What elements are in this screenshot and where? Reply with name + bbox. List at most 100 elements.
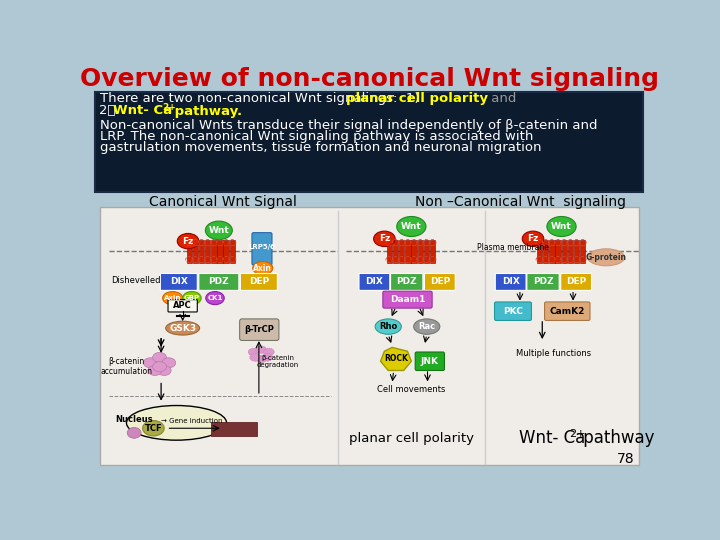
- Ellipse shape: [143, 358, 157, 368]
- Ellipse shape: [248, 348, 259, 356]
- Bar: [211, 240, 217, 262]
- Bar: [537, 240, 542, 262]
- Text: Rac: Rac: [418, 322, 436, 331]
- Ellipse shape: [414, 319, 440, 334]
- Text: 2）: 2）: [99, 105, 116, 118]
- Bar: [387, 240, 392, 262]
- Bar: [217, 240, 222, 262]
- Text: → Gene induction: → Gene induction: [161, 418, 222, 424]
- Text: Nucleus: Nucleus: [115, 415, 153, 423]
- FancyBboxPatch shape: [561, 273, 592, 291]
- FancyBboxPatch shape: [240, 319, 279, 340]
- Ellipse shape: [397, 217, 426, 237]
- Text: CK1: CK1: [207, 295, 222, 301]
- Text: pathway: pathway: [578, 429, 655, 447]
- FancyBboxPatch shape: [95, 92, 643, 192]
- Text: DIX: DIX: [366, 278, 383, 286]
- Text: Wnt- Ca: Wnt- Ca: [113, 105, 173, 118]
- Ellipse shape: [127, 428, 141, 438]
- FancyBboxPatch shape: [161, 273, 197, 291]
- Ellipse shape: [153, 362, 166, 372]
- FancyBboxPatch shape: [544, 302, 590, 320]
- Text: DEP: DEP: [249, 278, 269, 286]
- Bar: [580, 240, 585, 262]
- Text: Plasma membrane: Plasma membrane: [477, 243, 549, 252]
- Bar: [211, 422, 257, 436]
- Ellipse shape: [127, 406, 227, 440]
- Text: GSK3: GSK3: [169, 323, 197, 333]
- FancyBboxPatch shape: [168, 300, 197, 312]
- Text: JNK: JNK: [420, 357, 438, 366]
- Bar: [567, 240, 573, 262]
- Ellipse shape: [163, 292, 183, 305]
- Ellipse shape: [522, 231, 544, 247]
- Text: PDZ: PDZ: [209, 278, 229, 286]
- FancyBboxPatch shape: [99, 207, 639, 465]
- Ellipse shape: [205, 221, 233, 240]
- Ellipse shape: [148, 366, 162, 375]
- Text: Fz: Fz: [527, 234, 539, 244]
- Bar: [186, 240, 192, 262]
- Bar: [543, 240, 549, 262]
- Text: DEP: DEP: [430, 278, 450, 286]
- FancyBboxPatch shape: [359, 273, 390, 291]
- Ellipse shape: [262, 354, 273, 361]
- Ellipse shape: [206, 292, 224, 305]
- FancyBboxPatch shape: [383, 291, 432, 308]
- FancyBboxPatch shape: [527, 273, 559, 291]
- Bar: [399, 240, 405, 262]
- Text: 78: 78: [617, 452, 634, 466]
- FancyBboxPatch shape: [240, 273, 277, 291]
- Ellipse shape: [162, 358, 176, 368]
- Text: Daam1: Daam1: [390, 295, 426, 304]
- Text: G-protein: G-protein: [585, 253, 626, 262]
- Text: Dishevelled: Dishevelled: [111, 276, 161, 285]
- Text: and: and: [487, 92, 516, 105]
- Bar: [193, 240, 198, 262]
- Bar: [549, 240, 554, 262]
- Ellipse shape: [547, 217, 576, 237]
- Text: Axin: Axin: [253, 264, 272, 273]
- Text: Non-canonical Wnts transduce their signal independently of β-catenin and: Non-canonical Wnts transduce their signa…: [99, 119, 597, 132]
- Bar: [430, 240, 435, 262]
- Text: DEP: DEP: [566, 278, 586, 286]
- Text: Wnt: Wnt: [401, 222, 422, 231]
- Text: Wnt: Wnt: [209, 226, 229, 235]
- FancyBboxPatch shape: [199, 273, 239, 291]
- Ellipse shape: [183, 292, 201, 305]
- Ellipse shape: [256, 355, 266, 363]
- FancyBboxPatch shape: [252, 233, 272, 265]
- Text: Overview of non-canonical Wnt signaling: Overview of non-canonical Wnt signaling: [79, 66, 659, 91]
- Ellipse shape: [250, 354, 261, 361]
- Text: DIX: DIX: [502, 278, 520, 286]
- Text: TCF: TCF: [145, 424, 162, 433]
- Bar: [411, 240, 417, 262]
- Bar: [230, 240, 235, 262]
- Text: Fz: Fz: [379, 234, 390, 244]
- Text: GBP: GBP: [184, 295, 200, 301]
- Text: LRP. The non-canonical Wnt signaling pathway is associated with: LRP. The non-canonical Wnt signaling pat…: [99, 130, 533, 143]
- Text: DIX: DIX: [170, 278, 188, 286]
- Ellipse shape: [157, 366, 171, 375]
- Text: planar cell polarity: planar cell polarity: [349, 432, 474, 445]
- Text: Non –Canonical Wnt  signaling: Non –Canonical Wnt signaling: [415, 195, 626, 209]
- Bar: [418, 240, 423, 262]
- Bar: [555, 240, 561, 262]
- Text: Wnt: Wnt: [551, 222, 572, 231]
- Text: PDZ: PDZ: [533, 278, 554, 286]
- FancyBboxPatch shape: [495, 302, 531, 320]
- Ellipse shape: [166, 321, 199, 335]
- Text: LRP5/6: LRP5/6: [248, 244, 276, 249]
- Text: Multiple functions: Multiple functions: [516, 349, 591, 358]
- Text: Canonical Wnt Signal: Canonical Wnt Signal: [149, 195, 297, 209]
- Ellipse shape: [177, 233, 199, 249]
- Text: ROCK: ROCK: [384, 354, 408, 363]
- Bar: [205, 240, 210, 262]
- Bar: [574, 240, 579, 262]
- Text: Wnt- Ca: Wnt- Ca: [519, 429, 585, 447]
- FancyBboxPatch shape: [495, 273, 526, 291]
- Text: 2+: 2+: [162, 104, 176, 112]
- Bar: [405, 240, 410, 262]
- Text: β-TrCP: β-TrCP: [244, 325, 274, 334]
- Bar: [423, 240, 429, 262]
